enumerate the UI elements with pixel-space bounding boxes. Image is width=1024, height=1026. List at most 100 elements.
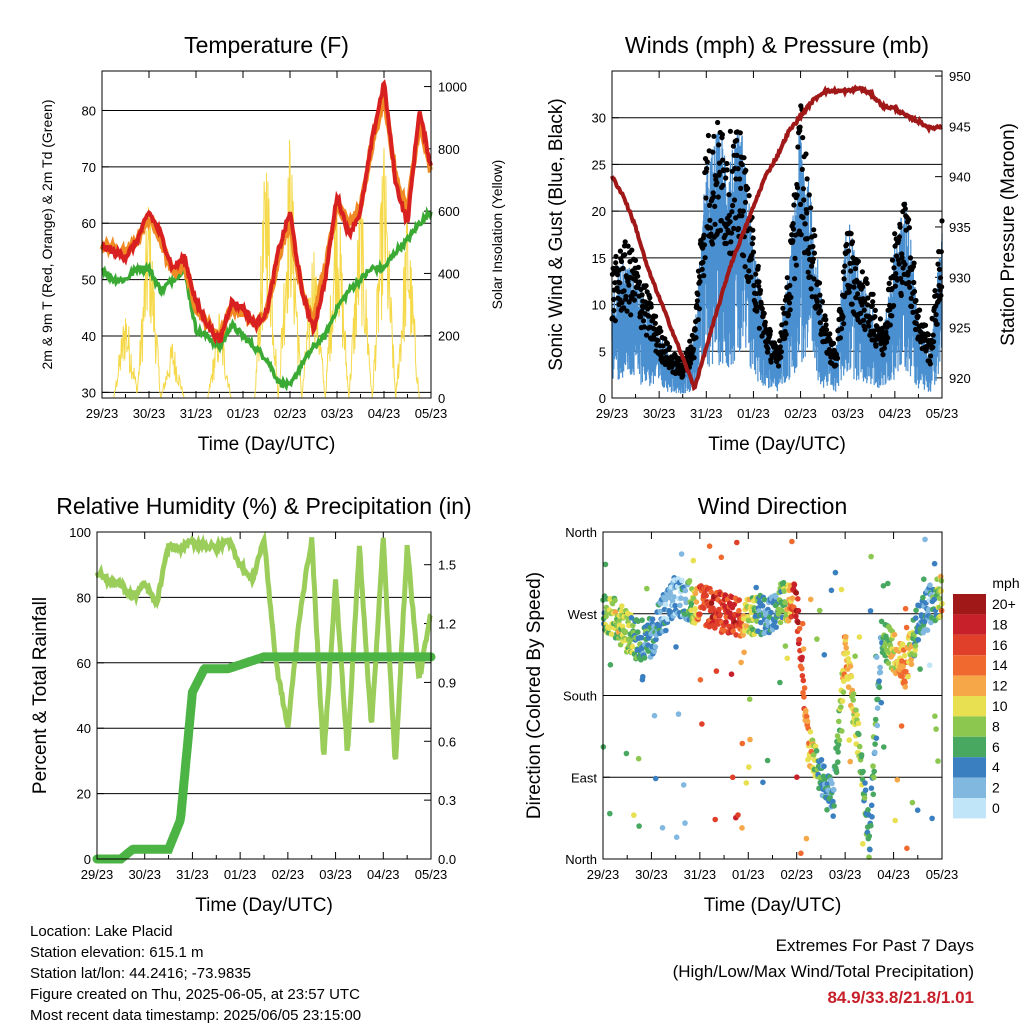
direction-point xyxy=(909,799,916,806)
gust-point xyxy=(816,303,822,309)
y-tick-label: 80 xyxy=(77,590,91,605)
direction-point xyxy=(880,583,887,589)
direction-point xyxy=(741,649,747,656)
direction-point xyxy=(616,618,622,624)
direction-point xyxy=(821,652,828,658)
direction-point xyxy=(902,605,909,612)
gust-point xyxy=(880,352,886,358)
gust-point xyxy=(701,232,707,238)
x-axis-label: Time (Day/UTC) xyxy=(195,895,333,916)
x-tick-label: 05/23 xyxy=(926,406,959,421)
direction-point xyxy=(743,780,750,786)
direction-point xyxy=(652,644,659,650)
gust-point xyxy=(768,359,774,365)
gust-point xyxy=(624,308,630,314)
location-text: Location: Lake Placid xyxy=(30,923,173,940)
gust-point xyxy=(724,167,730,173)
direction-point xyxy=(789,595,796,601)
gust-point xyxy=(849,239,856,245)
direction-point xyxy=(753,584,759,591)
y-right-tick-label: 940 xyxy=(949,170,971,185)
direction-point xyxy=(673,644,679,650)
y-right-tick-label: 920 xyxy=(949,371,971,386)
y-tick-label: East xyxy=(571,770,597,785)
direction-point xyxy=(867,608,874,614)
gust-point xyxy=(711,133,717,139)
gust-point xyxy=(800,214,806,221)
direction-point xyxy=(871,774,877,781)
direction-point xyxy=(818,757,825,763)
y-right-tick-label: 200 xyxy=(438,329,460,344)
x-tick-label: 03/23 xyxy=(831,406,864,421)
direction-point xyxy=(917,603,923,609)
direction-point xyxy=(672,602,678,609)
direction-point xyxy=(728,671,735,677)
direction-point xyxy=(902,684,909,690)
gust-point xyxy=(826,346,833,353)
direction-point xyxy=(874,705,881,711)
gust-point xyxy=(814,298,820,305)
legend-swatch xyxy=(953,614,986,635)
gust-point xyxy=(720,182,726,188)
direction-point xyxy=(936,595,943,602)
x-tick-label: 29/23 xyxy=(587,867,620,882)
series-wind-direction xyxy=(600,536,945,860)
direction-point xyxy=(671,594,677,600)
gust-point xyxy=(841,294,848,300)
gust-point xyxy=(812,233,818,239)
direction-point xyxy=(618,608,625,614)
direction-point xyxy=(690,557,697,564)
gust-point xyxy=(862,299,868,305)
gust-point xyxy=(777,338,783,344)
y-tick-label: 80 xyxy=(82,103,96,118)
y-right-tick-label: 0 xyxy=(438,391,445,406)
gust-point xyxy=(740,208,746,214)
direction-point xyxy=(796,636,803,643)
gust-point xyxy=(759,306,765,312)
y-tick-label: North xyxy=(565,852,597,867)
gust-point xyxy=(787,282,793,289)
gust-point xyxy=(799,166,805,172)
gust-point xyxy=(917,307,923,313)
direction-point xyxy=(928,619,934,626)
direction-point xyxy=(891,631,898,638)
gust-point xyxy=(618,258,625,265)
direction-point xyxy=(738,659,744,666)
direction-point xyxy=(635,629,641,635)
gust-point xyxy=(693,335,699,341)
legend-label: 18 xyxy=(992,616,1008,632)
gust-point xyxy=(695,317,701,323)
direction-point xyxy=(639,617,645,623)
gust-point xyxy=(616,289,622,295)
gust-point xyxy=(860,284,866,290)
direction-point xyxy=(723,619,729,625)
gust-point xyxy=(790,221,796,227)
direction-point xyxy=(885,580,891,587)
gust-point xyxy=(754,308,760,314)
gust-point xyxy=(790,226,797,232)
gust-point xyxy=(690,346,697,352)
direction-point xyxy=(927,582,933,588)
x-tick-label: 31/23 xyxy=(180,406,213,421)
direction-point xyxy=(903,624,910,631)
direction-point xyxy=(908,656,914,663)
direction-point xyxy=(824,781,831,787)
direction-point xyxy=(821,763,827,770)
gust-point xyxy=(895,257,902,263)
direction-point xyxy=(649,616,656,622)
direction-point xyxy=(686,578,693,584)
gust-point xyxy=(801,197,807,203)
legend-swatch xyxy=(953,777,986,798)
gust-point xyxy=(753,271,759,277)
gust-point xyxy=(750,249,757,255)
direction-point xyxy=(881,744,887,750)
direction-point xyxy=(877,664,883,671)
direction-point xyxy=(630,622,636,629)
direction-point xyxy=(722,592,729,598)
chart-title: Relative Humidity (%) & Precipitation (i… xyxy=(56,493,471,519)
direction-point xyxy=(929,815,935,822)
x-axis-label: Time (Day/UTC) xyxy=(198,434,336,455)
gust-point xyxy=(864,280,870,286)
legend-swatch xyxy=(953,696,986,717)
y-axis-label: Percent & Total Rainfall xyxy=(30,597,51,794)
